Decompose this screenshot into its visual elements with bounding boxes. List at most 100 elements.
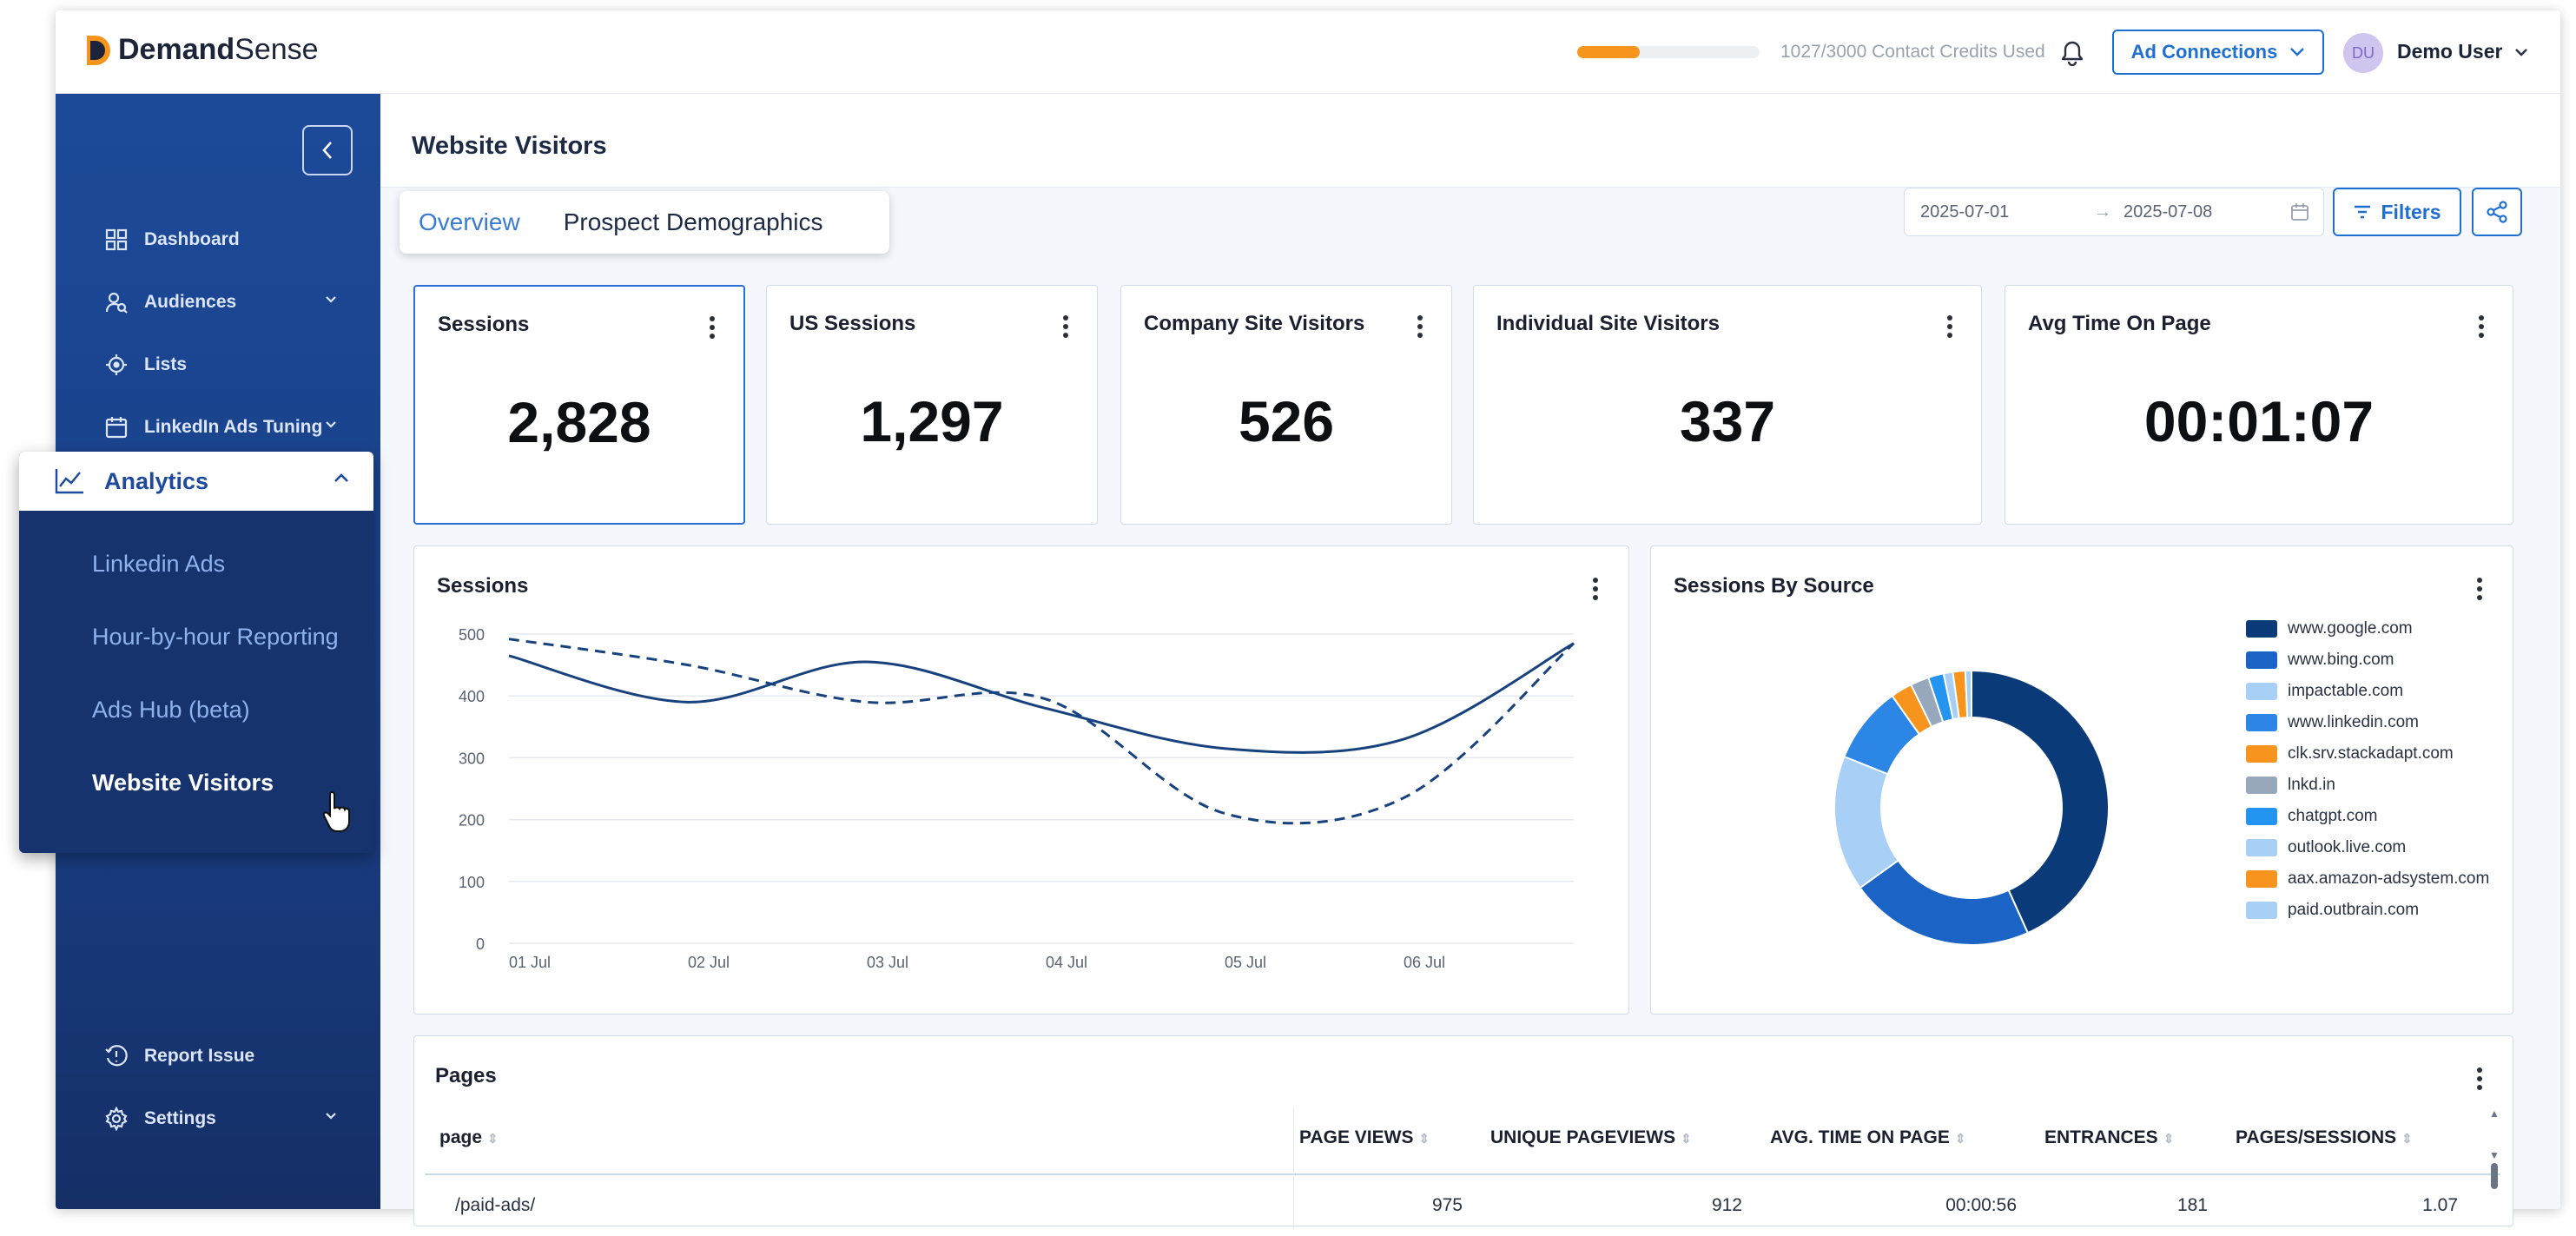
kpi-card-us-sessions[interactable]: US Sessions 1,297 [766, 285, 1098, 525]
kpi-title: Sessions [438, 313, 530, 336]
sort-icon[interactable]: ⇕ [2401, 1132, 2413, 1147]
sort-icon[interactable]: ⇕ [1681, 1132, 1692, 1147]
column-label: AVG. TIME ON PAGE [1770, 1127, 1950, 1147]
pie-slice[interactable] [1964, 669, 1972, 719]
table-cell: 181 [2176, 1195, 2208, 1215]
share-button[interactable] [2472, 188, 2522, 236]
column-label: PAGES/SESSIONS [2236, 1127, 2397, 1147]
series-line-1[interactable] [508, 642, 1575, 754]
column-label: UNIQUE PAGEVIEWS [1490, 1127, 1676, 1147]
series-line-2[interactable] [508, 638, 1575, 825]
legend-item[interactable]: paid.outbrain.com [2246, 895, 2489, 926]
user-name: Demo User [2397, 40, 2503, 63]
x-tick-label: 05 Jul [1225, 954, 1266, 971]
sort-icon[interactable]: ⇕ [2163, 1132, 2175, 1147]
pie-slice[interactable] [1971, 669, 2110, 935]
table-scrollbar[interactable]: ▲ ▼ [2488, 1107, 2500, 1220]
sort-icon[interactable]: ⇕ [1954, 1132, 1966, 1147]
table-column-header[interactable]: page ⇕ [439, 1127, 499, 1148]
legend-item[interactable]: lnkd.in [2246, 770, 2489, 801]
flyout-body: Linkedin Ads Hour-by-hour Reporting Ads … [19, 511, 373, 832]
gear-icon [105, 1107, 128, 1131]
table-cell[interactable]: /paid-ads/ [455, 1195, 536, 1215]
sort-icon[interactable]: ⇕ [1418, 1132, 1430, 1147]
tab-prospect-demographics[interactable]: Prospect Demographics [563, 208, 823, 235]
sidebar-item-dashboard[interactable]: Dashboard [104, 228, 240, 252]
date-to[interactable]: 2025-07-08 [2124, 202, 2213, 221]
kpi-card-sessions[interactable]: Sessions 2,828 [413, 285, 745, 525]
legend-swatch [2246, 839, 2277, 856]
sidebar-item-analytics[interactable]: Analytics [19, 452, 373, 511]
legend-swatch [2246, 714, 2277, 731]
sidebar-item-audiences[interactable]: Audiences [104, 290, 336, 314]
avatar[interactable]: DU [2343, 33, 2383, 73]
chart-title: Sessions By Source [1674, 574, 1874, 598]
kebab-menu-icon[interactable] [1417, 315, 1423, 340]
table-column-header[interactable]: AVG. TIME ON PAGE ⇕ [1770, 1127, 1965, 1148]
legend-item[interactable]: www.bing.com [2246, 644, 2489, 676]
legend-item[interactable]: www.linkedin.com [2246, 707, 2489, 738]
legend-item[interactable]: impactable.com [2246, 676, 2489, 707]
sidebar-item-lists[interactable]: Lists [104, 353, 187, 377]
kebab-menu-icon[interactable] [709, 316, 716, 340]
flyout-item-ads-hub[interactable]: Ads Hub (beta) [92, 697, 250, 723]
kebab-menu-icon[interactable] [2476, 578, 2483, 602]
kebab-menu-icon[interactable] [1592, 578, 1599, 602]
x-tick-label: 01 Jul [509, 954, 551, 971]
ad-connections-button[interactable]: Ad Connections [2112, 30, 2324, 75]
table-column-header[interactable]: PAGES/SESSIONS ⇕ [2236, 1127, 2413, 1148]
legend-item[interactable]: outlook.live.com [2246, 832, 2489, 863]
kpi-card-individual-site-visitors[interactable]: Individual Site Visitors 337 [1473, 285, 1982, 525]
kpi-value: 526 [1238, 389, 1335, 453]
legend-label: www.linkedin.com [2288, 713, 2419, 731]
pie-slice[interactable] [1833, 755, 1899, 889]
pie-slice[interactable] [1859, 859, 2030, 946]
sidebar-item-label: Report Issue [144, 1046, 255, 1066]
sidebar-item-report-issue[interactable]: Report Issue [104, 1044, 254, 1068]
kpi-title: Individual Site Visitors [1496, 312, 1720, 335]
sidebar-item-label: Dashboard [144, 229, 240, 249]
sidebar-item-settings[interactable]: Settings [104, 1107, 336, 1131]
target-icon [106, 354, 127, 375]
filters-button[interactable]: Filters [2333, 188, 2461, 236]
brand-logo[interactable]: Demand Sense [85, 33, 319, 67]
legend-item[interactable]: clk.srv.stackadapt.com [2246, 738, 2489, 770]
tab-overview[interactable]: Overview [419, 208, 520, 235]
date-from[interactable]: 2025-07-01 [1920, 202, 2010, 221]
sidebar-item-linkedin-ads-tuning[interactable]: LinkedIn Ads Tuning [104, 415, 336, 440]
legend-item[interactable]: chatgpt.com [2246, 801, 2489, 832]
credits-meter: 1027/3000 Contact Credits Used [1577, 42, 2045, 63]
user-menu[interactable]: Demo User [2397, 40, 2528, 63]
kebab-menu-icon[interactable] [1062, 315, 1069, 340]
sidebar-collapse-button[interactable] [302, 125, 353, 175]
kebab-menu-icon[interactable] [1946, 315, 1953, 340]
legend-item[interactable]: www.google.com [2246, 613, 2489, 644]
report-icon [105, 1045, 128, 1067]
kpi-card-company-site-visitors[interactable]: Company Site Visitors 526 [1120, 285, 1452, 525]
kebab-menu-icon[interactable] [2478, 315, 2485, 340]
bell-icon[interactable] [2060, 40, 2084, 67]
sort-icon[interactable]: ⇕ [487, 1132, 499, 1147]
flyout-item-linkedin-ads[interactable]: Linkedin Ads [92, 551, 226, 577]
legend-item[interactable]: aax.amazon-adsystem.com [2246, 863, 2489, 895]
legend-label: outlook.live.com [2288, 838, 2407, 856]
sidebar-item-label: Lists [144, 354, 188, 374]
kpi-card-avg-time-on-page[interactable]: Avg Time On Page 00:01:07 [2005, 285, 2513, 525]
flyout-item-hour-by-hour-reporting[interactable]: Hour-by-hour Reporting [92, 624, 339, 650]
chevron-down-icon [2515, 48, 2528, 56]
legend-swatch [2246, 683, 2277, 700]
grid-icon [105, 228, 128, 251]
date-range-picker[interactable]: 2025-07-01 → 2025-07-08 [1904, 188, 2324, 236]
chevron-up-icon [334, 473, 348, 482]
table-column-header[interactable]: ENTRANCES ⇕ [2044, 1127, 2174, 1148]
mouse-cursor-icon [323, 790, 350, 832]
column-label: ENTRANCES [2044, 1127, 2158, 1147]
flyout-item-website-visitors[interactable]: Website Visitors [92, 770, 274, 796]
table-column-header[interactable]: UNIQUE PAGEVIEWS ⇕ [1490, 1127, 1692, 1148]
legend-swatch [2246, 808, 2277, 825]
ad-connections-label: Ad Connections [2130, 41, 2278, 63]
table-column-header[interactable]: PAGE VIEWS ⇕ [1299, 1127, 1430, 1148]
kebab-menu-icon[interactable] [2476, 1067, 2483, 1092]
analytics-flyout-menu: Analytics Linkedin Ads Hour-by-hour Repo… [19, 452, 373, 853]
legend-label: www.google.com [2288, 619, 2413, 638]
